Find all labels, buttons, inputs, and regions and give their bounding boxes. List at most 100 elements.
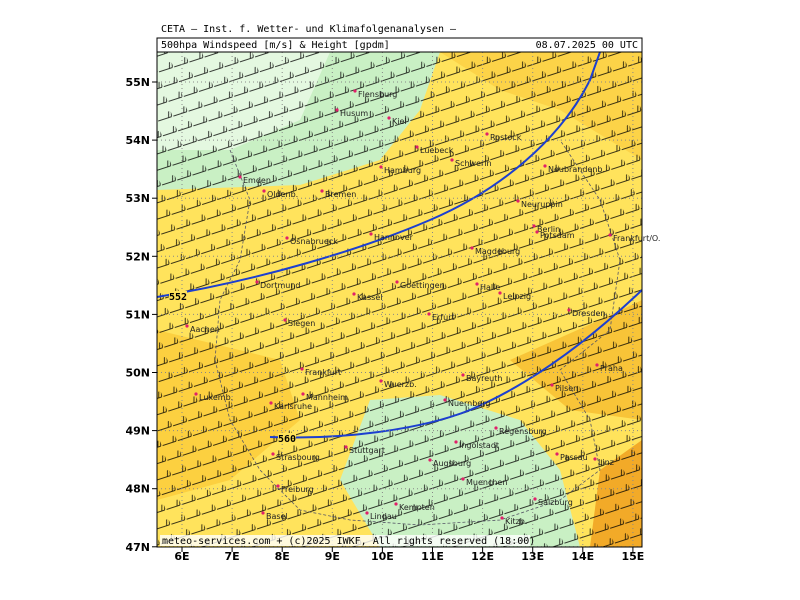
city-label: Luebeck (420, 146, 454, 155)
city-dot (276, 484, 280, 488)
city-label: Ingolstadt (459, 441, 499, 450)
city-label: Erfurt (432, 313, 455, 322)
contour-label-bg (169, 291, 187, 301)
city-label: Kitzb. (505, 517, 527, 526)
city-label: Stuttgart (349, 446, 385, 455)
lat-label: 55N (125, 76, 150, 89)
lat-label: 51N (125, 308, 150, 321)
footer-bg (160, 535, 530, 546)
city-dot (461, 477, 465, 481)
city-dot (335, 108, 339, 112)
city-dot (285, 236, 289, 240)
city-label: Rostock (490, 133, 522, 142)
city-label: Augsburg (433, 459, 471, 468)
city-label: Magdeburg (475, 247, 520, 256)
city-label: Aachen (190, 325, 220, 334)
valid-time: 08.07.2025 00 UTC (536, 40, 638, 51)
lon-label: 14E (571, 550, 594, 563)
lon-label: 11E (421, 550, 444, 563)
city-label: Hannover (374, 233, 414, 242)
height-contour (269, 289, 642, 439)
city-dot (194, 392, 198, 396)
lat-label: 54N (125, 134, 150, 147)
lat-label: 47N (125, 541, 150, 554)
city-label: Karlsruhe (274, 402, 312, 411)
city-dot (300, 367, 304, 371)
city-dot (535, 230, 539, 234)
city-label: Frankfurt/O. (613, 234, 660, 243)
contour-label-bg (278, 433, 296, 443)
city-label: Muenchen (466, 478, 507, 487)
city-dot (461, 373, 465, 377)
city-dot (454, 440, 458, 444)
city-label: Kassel (357, 293, 383, 302)
city-label: Dresden (572, 309, 605, 318)
city-dot (395, 280, 399, 284)
city-label: Goettingen (400, 281, 445, 290)
city-label: Strasbourg (276, 453, 320, 462)
contour-label: 552 (169, 292, 187, 303)
city-label: Praha (600, 364, 623, 373)
city-label: Osnabrueck (290, 237, 338, 246)
city-label: Freiburg (281, 485, 314, 494)
city-dot (369, 232, 373, 236)
map (157, 52, 642, 547)
city-label: Nuernberg (448, 399, 490, 408)
city-label: Neubrandenb. (548, 165, 605, 174)
height-contour (157, 52, 601, 298)
city-dot (394, 502, 398, 506)
city-dot (269, 401, 273, 405)
city-label: Basel (266, 512, 288, 521)
city-label: Potsdam (540, 231, 575, 240)
city-dot (567, 308, 571, 312)
map-frame (156, 51, 643, 548)
city-dot (498, 291, 502, 295)
city-label: Regensburg (499, 427, 547, 436)
city-label: Wuerzb. (384, 380, 417, 389)
city-label: Bayreuth (466, 374, 502, 383)
city-label: Luxemb. (199, 393, 233, 402)
city-label: Mannheim (306, 393, 348, 402)
city-dot (443, 398, 447, 402)
city-label: Passau (560, 453, 588, 462)
city-label: Husum (340, 109, 368, 118)
city-dot (532, 224, 536, 228)
city-dot (516, 199, 520, 203)
city-dot (255, 280, 259, 284)
city-label: Pilsen (555, 384, 578, 393)
city-dot (593, 457, 597, 461)
lon-label: 7E (225, 550, 240, 563)
city-dot (533, 497, 537, 501)
city-dot (494, 426, 498, 430)
city-dot (450, 158, 454, 162)
city-dot (387, 116, 391, 120)
city-dot (353, 89, 357, 93)
city-label: Kiel (392, 117, 407, 126)
city-dot (365, 511, 369, 515)
city-dot (185, 324, 189, 328)
city-dot (500, 516, 504, 520)
city-dot (238, 175, 242, 179)
city-dot (283, 318, 287, 322)
city-label: Frankfurt (305, 368, 341, 377)
institute: CETA — Inst. f. Wetter- und Klimafolgena… (161, 24, 457, 35)
city-dot (261, 511, 265, 515)
city-label: Hamburg (384, 166, 421, 175)
lon-label: 10E (371, 550, 394, 563)
city-label: Kempten (399, 503, 435, 512)
city-dot (320, 189, 324, 193)
city-dot (428, 458, 432, 462)
product: 500hpa Windspeed [m/s] & Height [gpdm] (161, 40, 390, 51)
lon-label: 8E (275, 550, 290, 563)
city-dot (379, 379, 383, 383)
contour-label: 560 (278, 434, 296, 445)
lon-label: 6E (174, 550, 189, 563)
lon-label: 15E (621, 550, 644, 563)
lon-label: 13E (521, 550, 544, 563)
lat-label: 49N (125, 425, 150, 438)
border (214, 139, 621, 526)
city-dot (415, 145, 419, 149)
city-label: Emden (243, 176, 271, 185)
city-label: Halle (480, 283, 500, 292)
city-label: Bremen (325, 190, 356, 199)
